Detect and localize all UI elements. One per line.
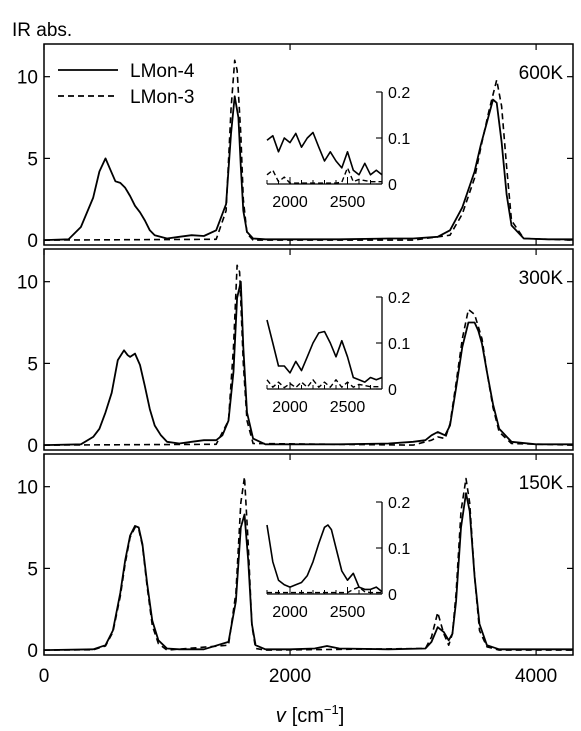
x-tick-label: 2000 xyxy=(269,666,311,687)
x-axis-symbol: v xyxy=(276,705,287,727)
legend-label: LMon-4 xyxy=(130,61,195,82)
series-LMon-4 xyxy=(43,280,573,446)
inset-y-tick-label: 0.2 xyxy=(388,85,410,102)
inset-series-LMon-3 xyxy=(266,167,382,184)
panel-frame xyxy=(43,248,574,451)
legend-label: LMon-3 xyxy=(130,87,194,108)
panel-300K: 0 5 10 300K 0 0.1 0.2 2000 2500 xyxy=(17,248,574,457)
panel-150K: 0 5 10 150K 0 0.1 0.2 2000 2500 xyxy=(17,453,574,662)
x-axis-label: v [cm−1] xyxy=(276,702,345,727)
series-LMon-3 xyxy=(43,59,574,241)
x-tick-label: 4000 xyxy=(515,666,557,687)
y-tick-label: 5 xyxy=(27,149,38,170)
series-LMon-3 xyxy=(43,264,574,446)
inset-x-tick-label: 2000 xyxy=(272,399,308,416)
legend: LMon-4 LMon-3 xyxy=(58,61,195,108)
y-tick-label: 5 xyxy=(27,559,38,580)
inset-y-tick-label: 0 xyxy=(388,177,397,194)
series-LMon-4 xyxy=(43,95,573,241)
temperature-label: 300K xyxy=(519,268,564,289)
x-tick-labels: 0 2000 4000 xyxy=(39,666,558,687)
y-tick-label: 10 xyxy=(17,273,38,294)
y-tick-label: 10 xyxy=(17,68,38,89)
panel-600K: 0 5 10 600K 0 0.1 0.2 2000 2500 LMon-4 LMon-3 xyxy=(17,43,574,252)
y-axis-label: IR abs. xyxy=(12,20,72,41)
temperature-label: 600K xyxy=(519,63,564,84)
inset-series-LMon-3 xyxy=(266,379,382,389)
inset-y-tick-label: 0.2 xyxy=(388,290,410,307)
inset-x-tick-label: 2500 xyxy=(330,194,366,211)
inset-x-tick-label: 2000 xyxy=(272,194,308,211)
x-tick-label: 0 xyxy=(39,666,50,687)
inset-y-tick-label: 0.1 xyxy=(388,541,410,558)
x-axis-unit-prefix: [cm xyxy=(292,705,324,727)
x-axis-unit-suffix: ] xyxy=(339,705,345,727)
inset-y-tick-label: 0 xyxy=(388,382,397,399)
temperature-label: 150K xyxy=(519,473,564,494)
inset-series-LMon-3 xyxy=(267,586,382,594)
y-tick-label: 0 xyxy=(27,231,38,252)
inset-series-LMon-4 xyxy=(266,319,383,383)
inset-series-LMon-4 xyxy=(266,524,383,593)
panel-frame xyxy=(43,453,574,656)
series-LMon-3 xyxy=(43,476,573,651)
inset-y-tick-label: 0.2 xyxy=(388,495,410,512)
inset-y-tick-label: 0.1 xyxy=(388,336,410,353)
y-tick-label: 0 xyxy=(27,436,38,457)
inset-x-tick-label: 2500 xyxy=(330,604,366,621)
y-tick-label: 5 xyxy=(27,354,38,375)
inset-x-tick-label: 2000 xyxy=(272,604,308,621)
inset-y-tick-label: 0.1 xyxy=(388,131,410,148)
inset-600K: 0 0.1 0.2 2000 2500 xyxy=(266,85,410,211)
inset-x-tick-label: 2500 xyxy=(330,399,366,416)
inset-y-tick-label: 0 xyxy=(388,587,397,604)
y-tick-label: 0 xyxy=(27,641,38,662)
inset-150K: 0 0.1 0.2 2000 2500 xyxy=(266,495,410,621)
inset-300K: 0 0.1 0.2 2000 2500 xyxy=(266,290,410,416)
panel-frame xyxy=(43,43,574,246)
x-axis-unit-exponent: −1 xyxy=(324,702,339,717)
inset-series-LMon-4 xyxy=(266,131,383,176)
y-tick-label: 10 xyxy=(17,478,38,499)
panels-group: 0 5 10 600K 0 0.1 0.2 2000 2500 LMon-4 LMon-3 0 5 10 3… xyxy=(17,43,574,687)
series-LMon-4 xyxy=(43,492,573,651)
